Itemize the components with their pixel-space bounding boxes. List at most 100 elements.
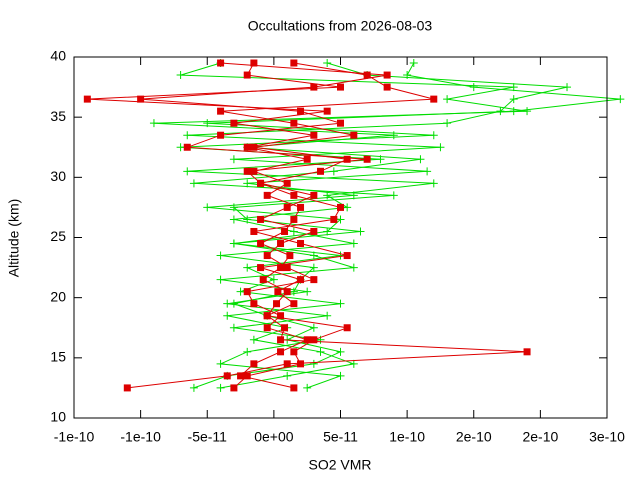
marker: [236, 287, 245, 296]
marker: [283, 264, 291, 272]
marker: [263, 191, 271, 199]
marker: [243, 167, 251, 175]
marker: [217, 59, 225, 67]
marker: [257, 264, 265, 272]
x-tick-label: 3e-10: [589, 429, 625, 445]
marker: [281, 227, 289, 235]
marker: [336, 347, 345, 356]
marker: [310, 276, 318, 284]
marker: [290, 215, 298, 223]
marker: [297, 107, 305, 115]
marker: [290, 191, 298, 199]
profile-line: [180, 62, 621, 389]
marker: [383, 71, 391, 79]
x-tick-label: 1e-10: [389, 429, 425, 445]
marker: [349, 359, 358, 368]
marker: [310, 191, 318, 199]
marker: [309, 359, 318, 368]
marker: [229, 203, 238, 212]
marker: [303, 383, 312, 392]
marker: [290, 59, 298, 67]
marker: [273, 300, 281, 308]
marker: [323, 107, 331, 115]
marker: [290, 119, 298, 127]
marker: [243, 372, 251, 380]
profile-line: [220, 62, 434, 389]
marker: [336, 251, 345, 260]
marker: [409, 59, 418, 68]
marker: [274, 288, 282, 296]
x-axis-label: SO2 VMR: [308, 457, 371, 473]
marker: [290, 384, 298, 392]
marker: [189, 383, 198, 392]
marker: [216, 251, 225, 260]
marker: [416, 155, 425, 164]
marker: [363, 71, 371, 79]
marker: [289, 227, 298, 236]
marker: [290, 348, 298, 356]
marker: [269, 275, 278, 284]
marker: [183, 167, 192, 176]
marker: [230, 119, 238, 127]
marker: [323, 59, 332, 68]
x-tick-label: 2e-10: [522, 429, 558, 445]
marker: [257, 215, 265, 223]
marker: [523, 348, 531, 356]
marker: [243, 179, 252, 188]
marker: [289, 287, 298, 296]
marker: [223, 311, 232, 320]
marker: [523, 107, 532, 116]
marker: [349, 239, 358, 248]
marker: [310, 227, 318, 235]
marker: [243, 143, 251, 151]
marker: [309, 263, 318, 272]
marker: [337, 119, 344, 127]
marker: [329, 167, 338, 176]
marker: [250, 59, 258, 67]
profile-line: [153, 62, 528, 389]
plot-border: [73, 56, 608, 419]
marker: [277, 312, 285, 320]
y-tick-label: 15: [50, 349, 66, 365]
marker: [310, 131, 318, 139]
y-tick-label: 35: [50, 108, 66, 124]
marker: [229, 215, 238, 224]
marker: [443, 95, 452, 104]
marker: [277, 264, 285, 272]
marker: [469, 83, 478, 92]
marker: [263, 312, 271, 320]
marker: [429, 131, 438, 140]
x-tick-label: -5e-11: [188, 429, 228, 445]
marker: [389, 191, 398, 200]
marker: [303, 155, 311, 163]
marker: [303, 287, 312, 296]
chart-title: Occultations from 2026-08-03: [248, 18, 433, 34]
marker: [217, 131, 225, 139]
marker: [243, 71, 251, 79]
marker: [263, 324, 271, 332]
marker: [317, 167, 325, 175]
marker: [183, 131, 192, 140]
marker: [250, 360, 258, 368]
marker: [430, 95, 438, 103]
marker: [323, 311, 332, 320]
marker: [383, 83, 391, 91]
x-tick-label: -1e-10: [120, 429, 161, 445]
marker: [303, 336, 311, 344]
marker: [337, 203, 344, 211]
y-tick-label: 30: [50, 168, 66, 184]
x-tick-label: 5e-11: [323, 429, 358, 445]
marker: [336, 371, 345, 380]
marker: [257, 240, 265, 248]
marker: [443, 119, 452, 128]
marker: [496, 107, 505, 116]
marker: [237, 372, 245, 380]
y-tick-label: 40: [50, 48, 66, 64]
marker: [330, 215, 338, 223]
y-tick-label: 20: [50, 288, 66, 304]
marker: [343, 155, 351, 163]
marker: [286, 252, 294, 260]
marker: [356, 227, 365, 236]
marker: [310, 83, 318, 91]
marker: [123, 384, 131, 392]
